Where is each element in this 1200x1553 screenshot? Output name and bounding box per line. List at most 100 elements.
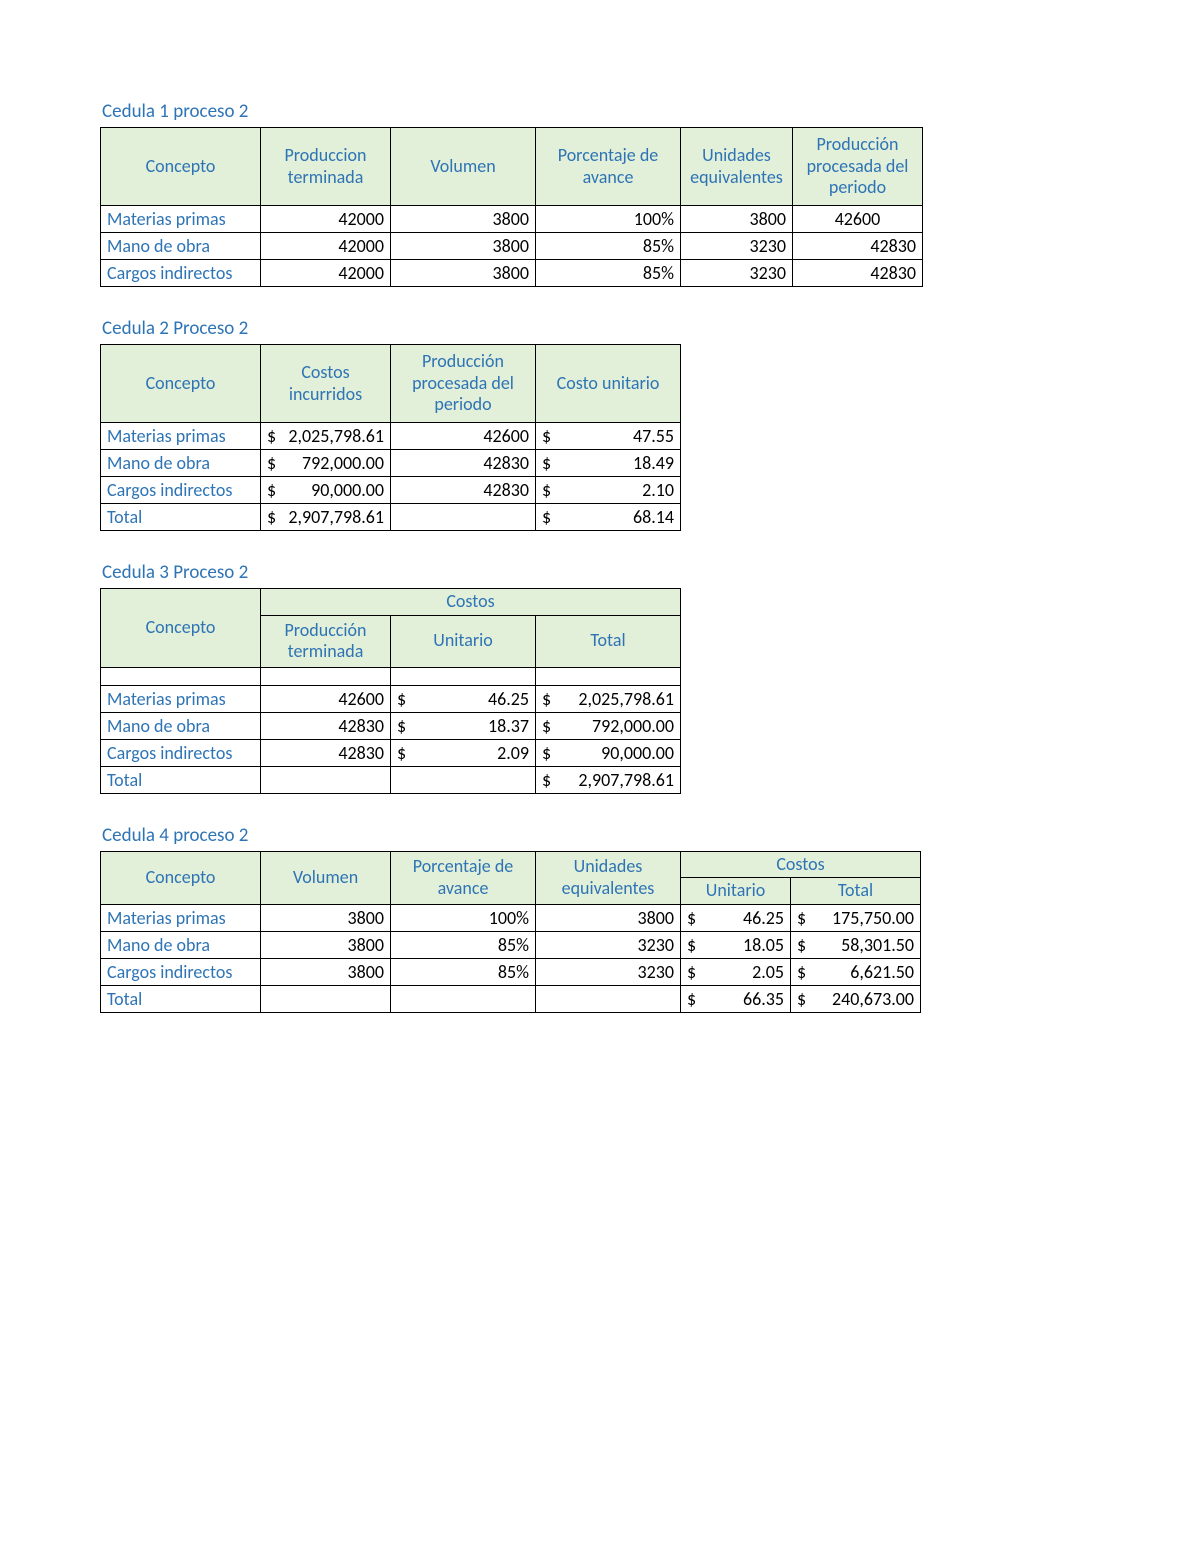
concepto-cell: Mano de obra (101, 450, 261, 477)
value-cell: 42830 (391, 477, 536, 504)
concepto-cell: Materias primas (101, 904, 261, 931)
table-row: Mano de obra380085%3230$18.05$58,301.50 (101, 931, 921, 958)
cedula1-header: Produccion terminada (261, 128, 391, 206)
cedula4-table: ConceptoVolumenPorcentaje de avanceUnida… (100, 851, 921, 1013)
cedula2-header: Costo unitario (536, 345, 681, 423)
table-row: Mano de obra$792,000.0042830$18.49 (101, 450, 681, 477)
table-row: Materias primas42600$46.25$2,025,798.61 (101, 685, 681, 712)
value-cell: 42000 (261, 206, 391, 233)
cedula3-header: Total (536, 615, 681, 667)
value-cell: 85% (391, 958, 536, 985)
value-cell: 42000 (261, 260, 391, 287)
value-cell: $18.37 (391, 712, 536, 739)
value-cell: $18.05 (681, 931, 791, 958)
cedula1-header: Producción procesada del periodo (793, 128, 923, 206)
total-label: Total (101, 504, 261, 531)
value-cell: 85% (536, 233, 681, 260)
value-cell: $792,000.00 (536, 712, 681, 739)
value-cell: $2,907,798.61 (536, 766, 681, 793)
value-cell: 42830 (793, 260, 923, 287)
cedula4-header: Volumen (261, 851, 391, 904)
table-row: Mano de obra42830$18.37$792,000.00 (101, 712, 681, 739)
value-cell: 3230 (536, 931, 681, 958)
spacer-row (101, 667, 681, 685)
table-row: Cargos indirectos380085%3230$2.05$6,621.… (101, 958, 921, 985)
value-cell: $46.25 (681, 904, 791, 931)
cedula2-header: Concepto (101, 345, 261, 423)
value-cell: 3800 (261, 904, 391, 931)
cedula4-header: Unitario (681, 878, 791, 905)
concepto-cell: Materias primas (101, 423, 261, 450)
value-cell: 3230 (681, 233, 793, 260)
value-cell: 3800 (261, 958, 391, 985)
cedula2-title: Cedula 2 Proceso 2 (102, 317, 1100, 340)
value-cell: 3800 (391, 233, 536, 260)
value-cell: $2,025,798.61 (261, 423, 391, 450)
concepto-cell: Mano de obra (101, 712, 261, 739)
value-cell: 100% (536, 206, 681, 233)
value-cell: $66.35 (681, 985, 791, 1012)
value-cell: 42000 (261, 233, 391, 260)
cedula4-title: Cedula 4 proceso 2 (102, 824, 1100, 847)
concepto-cell: Materias primas (101, 206, 261, 233)
cedula3-group-header: Costos (261, 589, 681, 616)
table-row: Cargos indirectos$90,000.0042830$2.10 (101, 477, 681, 504)
total-label: Total (101, 766, 261, 793)
cedula1-title: Cedula 1 proceso 2 (102, 100, 1100, 123)
concepto-cell: Mano de obra (101, 233, 261, 260)
concepto-cell: Cargos indirectos (101, 477, 261, 504)
value-cell: $90,000.00 (261, 477, 391, 504)
value-cell: 3800 (391, 206, 536, 233)
value-cell: 100% (391, 904, 536, 931)
cedula3-title: Cedula 3 Proceso 2 (102, 561, 1100, 584)
value-cell (391, 504, 536, 531)
value-cell: 85% (536, 260, 681, 287)
cedula4-group-header: Costos (681, 851, 921, 878)
value-cell: 3800 (681, 206, 793, 233)
value-cell: $90,000.00 (536, 739, 681, 766)
total-row: Total $66.35$240,673.00 (101, 985, 921, 1012)
cedula4-header: Porcentaje de avance (391, 851, 536, 904)
value-cell: 3800 (261, 931, 391, 958)
cedula2-table: ConceptoCostos incurridosProducción proc… (100, 344, 681, 531)
value-cell: 85% (391, 931, 536, 958)
value-cell: 3800 (536, 904, 681, 931)
cedula1-header: Unidades equivalentes (681, 128, 793, 206)
value-cell: 42830 (261, 712, 391, 739)
cedula1-table: ConceptoProduccion terminadaVolumenPorce… (100, 127, 923, 287)
cedula3-header: Producción terminada (261, 615, 391, 667)
concepto-cell: Cargos indirectos (101, 739, 261, 766)
value-cell: 3230 (681, 260, 793, 287)
cedula3-header: Unitario (391, 615, 536, 667)
cedula2-header: Producción procesada del periodo (391, 345, 536, 423)
value-cell: $58,301.50 (791, 931, 921, 958)
cedula4-header: Total (791, 878, 921, 905)
value-cell: $47.55 (536, 423, 681, 450)
value-cell: $240,673.00 (791, 985, 921, 1012)
value-cell: $792,000.00 (261, 450, 391, 477)
value-cell: 3800 (391, 260, 536, 287)
value-cell: 42830 (793, 233, 923, 260)
value-cell: $18.49 (536, 450, 681, 477)
value-cell: $2.10 (536, 477, 681, 504)
cedula1-header: Concepto (101, 128, 261, 206)
value-cell: $2.05 (681, 958, 791, 985)
cedula1-header: Volumen (391, 128, 536, 206)
concepto-cell: Materias primas (101, 685, 261, 712)
table-row: Cargos indirectos42830$2.09$90,000.00 (101, 739, 681, 766)
value-cell: $2,025,798.61 (536, 685, 681, 712)
table-row: Mano de obra42000380085%323042830 (101, 233, 923, 260)
table-row: Cargos indirectos42000380085%323042830 (101, 260, 923, 287)
value-cell: 42830 (261, 739, 391, 766)
value-cell: $2.09 (391, 739, 536, 766)
table-row: Materias primas3800100%3800$46.25$175,75… (101, 904, 921, 931)
total-row: Total$2,907,798.61$68.14 (101, 504, 681, 531)
value-cell: 42600 (391, 423, 536, 450)
value-cell: $175,750.00 (791, 904, 921, 931)
total-row: Total $2,907,798.61 (101, 766, 681, 793)
value-cell: $68.14 (536, 504, 681, 531)
total-label: Total (101, 985, 261, 1012)
value-cell: 42600 (261, 685, 391, 712)
cedula4-header: Unidades equivalentes (536, 851, 681, 904)
cedula1-header: Porcentaje de avance (536, 128, 681, 206)
